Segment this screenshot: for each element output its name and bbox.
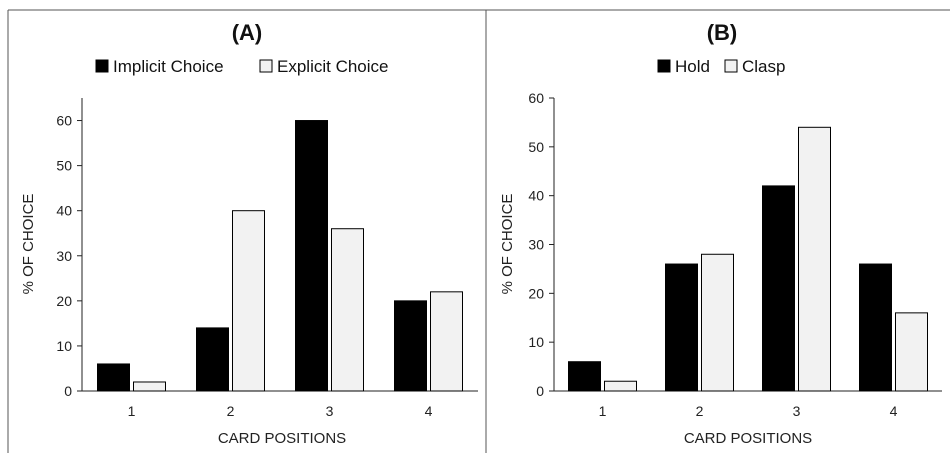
bar-implicit-choice-3	[295, 120, 328, 392]
bar-clasp-2	[701, 253, 734, 392]
y-tick-label: 60	[528, 90, 544, 106]
x-tick-label: 1	[599, 403, 607, 419]
y-tick-label: 50	[528, 139, 544, 155]
bar-clasp-1	[604, 380, 637, 392]
x-tick-label: 2	[696, 403, 704, 419]
y-ticks-a: 0 10 20 30 40 50 60	[56, 113, 82, 399]
y-tick-label: 40	[528, 188, 544, 204]
legend-label-clasp: Clasp	[742, 57, 785, 76]
legend-b: Hold Clasp	[657, 57, 785, 76]
bar-clasp-4	[895, 312, 928, 392]
legend-swatch-hold	[657, 59, 671, 73]
bar-hold-3	[762, 185, 795, 392]
bar-hold-2	[665, 263, 698, 392]
chart-panel-a: (A) Implicit Choice Explicit Choice 0 10 2…	[20, 20, 478, 447]
y-tick-label: 30	[56, 248, 72, 264]
bar-clasp-3	[798, 126, 831, 392]
y-tick-label: 0	[64, 383, 72, 399]
y-tick-label: 30	[528, 237, 544, 253]
bar-implicit-choice-4	[394, 300, 427, 392]
legend-label-explicit: Explicit Choice	[277, 57, 389, 76]
bar-implicit-choice-2	[196, 327, 229, 392]
legend-swatch-implicit	[95, 59, 109, 73]
x-tick-label: 2	[227, 403, 235, 419]
x-axis-title-a: CARD POSITIONS	[218, 430, 346, 447]
bar-hold-1	[568, 361, 601, 392]
bars-a	[97, 120, 463, 392]
x-tick-label: 3	[326, 403, 334, 419]
bar-explicit-choice-3	[331, 228, 364, 392]
bar-hold-4	[859, 263, 892, 392]
legend-label-hold: Hold	[675, 57, 710, 76]
legend-swatch-explicit	[259, 59, 273, 73]
y-axis-title-b: % OF CHOICE	[499, 194, 516, 295]
x-tick-label: 1	[128, 403, 136, 419]
x-ticks-b: 1 2 3 4	[599, 403, 898, 419]
x-ticks-a: 1 2 3 4	[128, 403, 433, 419]
y-axis-title-a: % OF CHOICE	[20, 194, 37, 295]
bar-explicit-choice-1	[133, 381, 166, 392]
bar-explicit-choice-2	[232, 210, 265, 392]
y-ticks-b: 0 10 20 30 40 50 60	[528, 90, 554, 399]
y-tick-label: 40	[56, 203, 72, 219]
bar-explicit-choice-4	[430, 291, 463, 392]
y-tick-label: 20	[528, 285, 544, 301]
x-axis-title-b: CARD POSITIONS	[684, 430, 812, 447]
y-tick-label: 10	[528, 334, 544, 350]
y-tick-label: 60	[56, 113, 72, 129]
y-tick-label: 50	[56, 158, 72, 174]
x-tick-label: 4	[425, 403, 433, 419]
x-tick-label: 3	[793, 403, 801, 419]
y-tick-label: 10	[56, 338, 72, 354]
bar-implicit-choice-1	[97, 363, 130, 392]
x-tick-label: 4	[890, 403, 898, 419]
bars-b	[568, 126, 928, 392]
legend-a: Implicit Choice Explicit Choice	[95, 57, 389, 76]
chart-title-b: (B)	[707, 20, 738, 45]
y-tick-label: 0	[536, 383, 544, 399]
chart-title-a: (A)	[232, 20, 263, 45]
chart-panel-b: (B) Hold Clasp 0 10 20 30 40 50 60 1 2 3 4 CARD P…	[499, 20, 942, 447]
y-tick-label: 20	[56, 293, 72, 309]
legend-swatch-clasp	[724, 59, 738, 73]
legend-label-implicit: Implicit Choice	[113, 57, 224, 76]
